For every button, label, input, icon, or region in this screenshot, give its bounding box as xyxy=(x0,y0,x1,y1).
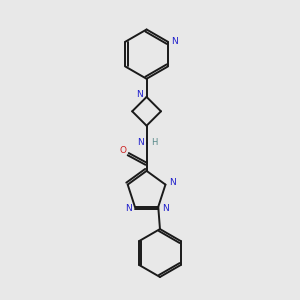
Text: O: O xyxy=(119,146,126,155)
Text: N: N xyxy=(162,204,169,213)
Text: N: N xyxy=(136,90,142,99)
Text: N: N xyxy=(171,37,178,46)
Text: H: H xyxy=(151,138,157,147)
Text: N: N xyxy=(137,138,144,147)
Text: N: N xyxy=(169,178,176,188)
Text: N: N xyxy=(125,204,131,213)
